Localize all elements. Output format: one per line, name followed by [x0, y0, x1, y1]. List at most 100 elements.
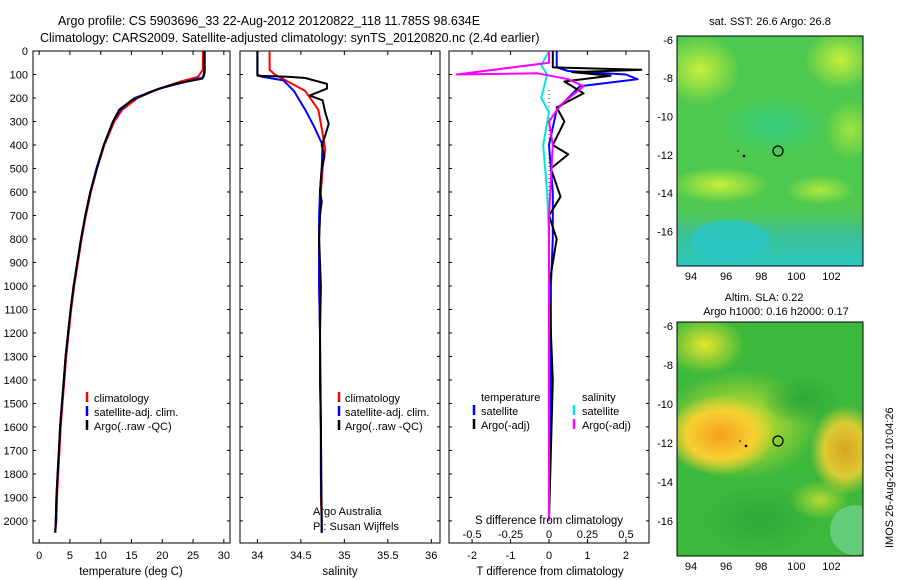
sla-argo-marker [772, 435, 784, 447]
x-tick-label: 2 [623, 550, 629, 562]
x-tick-label: 5 [67, 550, 73, 562]
salinity-climatology-line [268, 51, 327, 533]
temperature-satellite-adj-clim--line [54, 51, 206, 533]
s-diff-tick-label: -0.25 [498, 529, 523, 541]
map-lon-label: 98 [755, 561, 767, 573]
x-tick-label: 35 [338, 550, 350, 562]
imos-timestamp-label: IMOS 26-Aug-2012 10:04:26 [884, 407, 896, 548]
temperature-plot-frame [32, 50, 231, 544]
map-lon-label: 100 [787, 271, 805, 283]
t-difference-axis-label: T difference from climatology [476, 566, 623, 578]
depth-tick-label: 1400 [4, 375, 28, 387]
temperature-legend: climatology satellite-adj. clim. Argo(..… [85, 392, 178, 433]
temperature-climatology-line [54, 51, 204, 533]
x-tick-label: 25 [187, 550, 199, 562]
salinity-satellite-adj-clim--line [256, 51, 324, 533]
salinity-axis-label: salinity [322, 566, 357, 578]
map-lat-label: -8 [663, 360, 673, 372]
legend-argo: Argo(..raw -QC) [94, 421, 172, 433]
map-lat-label: -14 [657, 188, 673, 200]
legend-satellite-s: satellite-adj. clim. [345, 407, 429, 419]
depth-tick-label: 1900 [4, 492, 28, 504]
sst-track-dot [742, 154, 746, 158]
sst-argo-marker [772, 145, 784, 157]
difference-satellite-line [548, 51, 639, 521]
legend-s-argo: Argo(-adj) [582, 420, 631, 432]
map-lat-label: -6 [663, 35, 673, 47]
legend-salinity-head: salinity [582, 392, 616, 404]
map-lon-label: 102 [822, 271, 840, 283]
sla-map-subtitle: Argo h1000: 0.16 h2000: 0.17 [703, 306, 849, 318]
legend-climatology-s: climatology [345, 393, 401, 405]
s-diff-tick-label: 0.5 [618, 529, 633, 541]
salinity-legend: climatology satellite-adj. clim. Argo(..… [337, 392, 429, 433]
legend-satellite: satellite-adj. clim. [94, 407, 178, 419]
x-tick-label: 35.5 [377, 550, 398, 562]
depth-tick-label: 2000 [4, 516, 28, 528]
depth-tick-label: 800 [10, 234, 28, 246]
depth-tick-label: 1100 [4, 304, 28, 316]
depth-tick-label: 100 [10, 69, 28, 81]
x-tick-label: 1 [584, 550, 590, 562]
depth-tick-label: 1500 [4, 398, 28, 410]
x-tick-label: -2 [467, 550, 477, 562]
depth-tick-label: 500 [10, 163, 28, 175]
axis-ticks: 0100200300400500600700800900100011001200… [4, 35, 841, 573]
x-tick-label: 15 [125, 550, 137, 562]
x-tick-label: 36 [425, 550, 437, 562]
depth-tick-label: 700 [10, 210, 28, 222]
depth-tick-label: 300 [10, 116, 28, 128]
x-tick-label: 10 [95, 550, 107, 562]
depth-tick-label: 0 [22, 46, 28, 58]
depth-tick-label: 200 [10, 93, 28, 105]
s-diff-tick-label: 0.25 [577, 529, 598, 541]
legend-t-argo: Argo(-adj) [481, 420, 530, 432]
depth-tick-label: 1300 [4, 351, 28, 363]
difference-argo-adj--line [548, 51, 643, 521]
difference-legend: temperature satellite Argo(-adj) salinit… [472, 392, 631, 432]
legend-temperature-head: temperature [481, 392, 540, 404]
x-tick-label: 0 [36, 550, 42, 562]
map-lon-label: 96 [720, 561, 732, 573]
legend-argo-s: Argo(..raw -QC) [345, 421, 423, 433]
map-lat-label: -8 [663, 73, 673, 85]
depth-tick-label: 900 [10, 257, 28, 269]
difference-salinity-argo-adj--line [455, 51, 585, 521]
credit-line1: Argo Australia [313, 506, 382, 518]
x-tick-label: 30 [218, 550, 230, 562]
legend-s-satellite: satellite [582, 406, 619, 418]
sst-track-dot-2 [737, 150, 739, 152]
map-lat-label: -10 [657, 112, 673, 124]
x-tick-label: 34.5 [290, 550, 311, 562]
map-lat-label: -10 [657, 399, 673, 411]
sla-map: Altim. SLA: 0.22 Argo h1000: 0.16 h2000:… [676, 292, 864, 557]
salinity-plot-frame [239, 50, 441, 544]
map-lat-label: -12 [657, 150, 673, 162]
figure-title-line1: Argo profile: CS 5903696_33 22-Aug-2012 … [58, 14, 480, 28]
map-lat-label: -16 [657, 227, 673, 239]
legend-climatology: climatology [94, 393, 150, 405]
salinity-argo-raw-qc--line [256, 51, 330, 533]
map-lat-label: -6 [663, 321, 673, 333]
depth-tick-label: 1200 [4, 328, 28, 340]
x-tick-label: 34 [251, 550, 263, 562]
profile-series [54, 50, 643, 533]
map-lon-label: 94 [685, 561, 697, 573]
sla-track-dot [744, 444, 748, 448]
legend-t-satellite: satellite [481, 406, 518, 418]
s-difference-axis-label: S difference from climatology [475, 515, 623, 527]
depth-tick-label: 1600 [4, 422, 28, 434]
sla-track-dot-2 [739, 440, 741, 442]
x-tick-label: 20 [156, 550, 168, 562]
map-lon-label: 102 [822, 561, 840, 573]
depth-tick-label: 1000 [4, 281, 28, 293]
map-lon-label: 100 [787, 561, 805, 573]
map-lat-label: -16 [657, 516, 673, 528]
sla-map-title: Altim. SLA: 0.22 [725, 292, 804, 304]
map-lat-label: -14 [657, 477, 673, 489]
credit-line2: PI: Susan Wijffels [313, 521, 399, 533]
depth-tick-label: 1800 [4, 469, 28, 481]
temperature-axis-label: temperature (deg C) [79, 566, 183, 578]
map-lon-label: 96 [720, 271, 732, 283]
